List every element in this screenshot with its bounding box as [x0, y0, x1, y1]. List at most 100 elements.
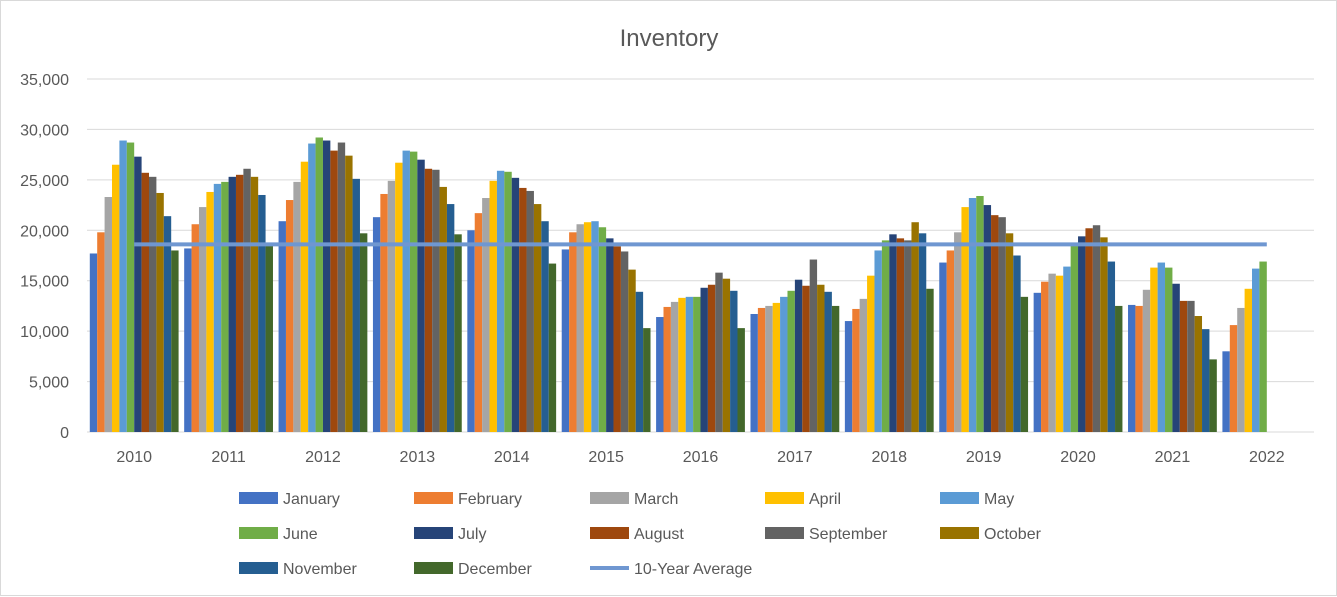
bar: [156, 192, 164, 432]
y-axis-tick-labels: 0 5,000 10,000 15,000 20,000 25,000 30,000 35,0…: [20, 72, 69, 442]
y-tick-label: 30,000: [20, 122, 69, 139]
bar: [293, 181, 301, 432]
y-tick-label: 25,000: [20, 173, 69, 190]
bar: [1055, 275, 1064, 432]
bar: [352, 178, 360, 432]
legend-label: February: [458, 491, 522, 508]
legend-swatch: [239, 562, 278, 574]
bar: [1150, 267, 1158, 432]
legend-label: November: [283, 561, 357, 578]
bar: [1092, 225, 1101, 432]
x-axis-tick-labels: 2010 2011 2012 2013 2014 2015 2016 2017 2018 2019…: [116, 449, 1284, 466]
bar: [802, 285, 810, 432]
x-tick-label: 2019: [966, 449, 1002, 466]
bar: [300, 161, 309, 432]
bar: [250, 176, 259, 432]
bar: [258, 194, 266, 432]
bar: [454, 234, 462, 432]
bar: [591, 221, 599, 432]
bar: [1063, 266, 1071, 432]
bar: [844, 321, 853, 432]
bar: [372, 217, 381, 432]
bar: [663, 306, 671, 432]
legend-swatch: [414, 562, 453, 574]
bar: [489, 180, 497, 432]
bar: [765, 305, 773, 432]
bar: [322, 140, 331, 432]
bar: [1078, 236, 1086, 432]
bar: [1142, 289, 1151, 432]
legend-swatch: [414, 492, 453, 504]
legend-swatch: [239, 492, 278, 504]
bar: [221, 181, 229, 432]
bar: [496, 170, 505, 432]
x-tick-label: 2018: [871, 449, 907, 466]
bar: [1172, 283, 1180, 432]
bar: [583, 222, 592, 432]
bar: [119, 140, 127, 432]
bar: [757, 307, 766, 432]
x-tick-label: 2014: [494, 449, 530, 466]
series-may: [119, 140, 1260, 432]
legend-item: October: [940, 526, 1042, 543]
bar: [576, 224, 584, 432]
legend-label: March: [634, 491, 678, 508]
bar: [467, 230, 475, 432]
bar: [911, 222, 919, 432]
bar: [904, 240, 912, 432]
legend-item: April: [765, 491, 841, 508]
bar: [859, 298, 868, 432]
bar: [243, 168, 251, 432]
y-tick-label: 35,000: [20, 72, 69, 89]
bar: [569, 232, 577, 432]
legend-swatch: [414, 527, 453, 539]
bar: [1107, 261, 1116, 432]
legend-item: May: [940, 491, 1014, 508]
bar: [345, 155, 353, 432]
bar-series: [89, 137, 1267, 433]
bar: [402, 150, 410, 432]
legend-item: August: [590, 526, 684, 543]
bar: [482, 198, 490, 432]
legend-swatch: [940, 527, 979, 539]
bar: [337, 142, 346, 433]
bar: [1179, 300, 1188, 432]
legend-item: December: [414, 561, 532, 578]
bar: [561, 249, 570, 432]
bar: [635, 291, 644, 432]
bar: [213, 183, 222, 432]
x-tick-label: 2017: [777, 449, 813, 466]
x-tick-label: 2022: [1249, 449, 1285, 466]
bar: [148, 176, 157, 432]
bar: [1194, 316, 1203, 432]
bar: [715, 272, 723, 432]
bar: [1252, 268, 1260, 432]
legend-label: 10-Year Average: [634, 561, 752, 578]
bar: [446, 204, 455, 432]
bar: [1209, 359, 1217, 432]
bar: [598, 227, 607, 432]
bar: [424, 168, 433, 432]
y-tick-label: 10,000: [20, 324, 69, 341]
bar: [678, 297, 686, 432]
bar: [1041, 281, 1049, 432]
bar: [1115, 305, 1123, 432]
bar: [228, 176, 236, 432]
bar: [606, 238, 614, 432]
bar: [628, 269, 636, 432]
legend-swatch: [940, 492, 979, 504]
x-tick-label: 2011: [211, 449, 246, 466]
bar: [1048, 273, 1056, 432]
legend-swatch: [590, 492, 629, 504]
bar: [1259, 261, 1267, 432]
bar: [432, 169, 440, 432]
legend-label: December: [458, 561, 532, 578]
legend-item: November: [239, 561, 357, 578]
bar: [519, 187, 527, 432]
bar: [1128, 304, 1136, 432]
series-march: [104, 180, 1245, 432]
bar: [1100, 237, 1108, 432]
bar: [439, 186, 447, 432]
bar: [926, 288, 934, 432]
